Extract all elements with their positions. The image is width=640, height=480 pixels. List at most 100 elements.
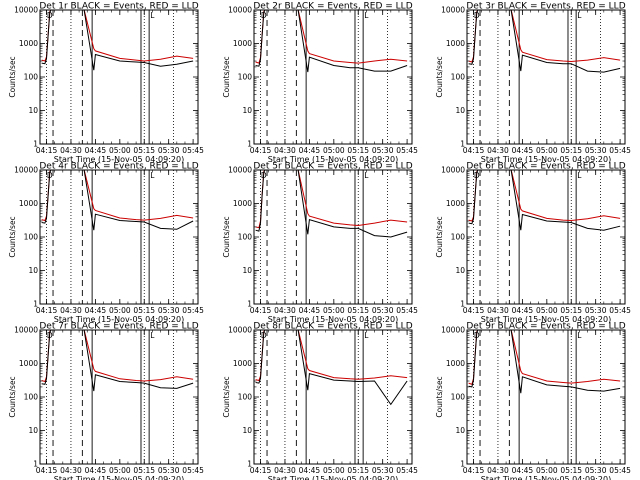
- panel-7r-ylabel: Counts/sec: [8, 376, 17, 417]
- panel-8r-xtick-label-2: 04:45: [299, 466, 321, 475]
- panel-8r-ytick-label-0: 1: [247, 460, 252, 469]
- panel-2r-marker-1: L: [364, 11, 369, 20]
- panel-2r-xtick-label-0: 04:15: [250, 146, 272, 155]
- panel-2r-title: Det 2r BLACK = Events, RED = LLD: [253, 2, 412, 12]
- panel-7r-xtick-label-3: 05:00: [109, 466, 131, 475]
- panel-3r-xtick-label-5: 05:30: [585, 146, 607, 155]
- panel-5r-xtick-label-5: 05:30: [372, 306, 394, 315]
- panel-6r-xtick-label-3: 05:00: [536, 306, 558, 315]
- panel-4r-title: Det 4r BLACK = Events, RED = LLD: [39, 162, 198, 172]
- panel-6r-xtick-label-1: 04:30: [487, 306, 509, 315]
- panel-4r-ytick-label-4: 10000: [14, 166, 38, 175]
- panel-4r-xtick-label-0: 04:15: [36, 306, 58, 315]
- panel-2r-ytick-label-3: 1000: [233, 39, 252, 48]
- panel-8r-ytick-label-3: 1000: [233, 359, 252, 368]
- panel-5r-ytick-label-2: 100: [238, 233, 253, 242]
- panel-9r-title: Det 9r BLACK = Events, RED = LLD: [466, 322, 625, 332]
- panel-3r-ytick-label-4: 10000: [441, 6, 465, 15]
- panel-6r-marker-1: L: [577, 171, 582, 180]
- panel-1r-ytick-label-0: 1: [33, 140, 38, 149]
- panel-3r-lld-line: [468, 10, 621, 63]
- panel-8r-ytick-label-4: 10000: [228, 326, 252, 335]
- panel-4r-events-line: [41, 170, 194, 231]
- panel-9r-plot-area: [468, 330, 621, 464]
- panel-5r-ytick-label-0: 1: [247, 300, 252, 309]
- panel-2r-xtick-label-1: 04:30: [274, 146, 296, 155]
- panel-1r-ytick-label-1: 10: [28, 106, 38, 115]
- panel-2r-events-line: [255, 10, 408, 73]
- panel-2r-plot-area: [255, 10, 408, 144]
- panel-4r-ytick-label-3: 1000: [19, 199, 38, 208]
- panel-4r-xtick-label-5: 05:30: [158, 306, 180, 315]
- panel-5r-plot-area: [255, 170, 408, 304]
- panel-5r-xtick-label-2: 04:45: [299, 306, 321, 315]
- panel-6r-frame: [466, 169, 626, 305]
- panel-4r-xtick-label-6: 05:45: [182, 306, 204, 315]
- panel-6r-xtick-label-5: 05:30: [585, 306, 607, 315]
- panel-2r-frame: [253, 9, 413, 145]
- panel-5r-ytick-label-1: 10: [242, 266, 252, 275]
- panel-4r-xtick-label-1: 04:30: [60, 306, 82, 315]
- panel-3r-ytick-label-3: 1000: [446, 39, 465, 48]
- panel-7r-ytick-label-2: 100: [24, 393, 39, 402]
- panel-4r-xtick-label-2: 04:45: [85, 306, 107, 315]
- panel-5r-xtick-label-1: 04:30: [274, 306, 296, 315]
- panel-2r-ytick-label-0: 1: [247, 140, 252, 149]
- panel-9r-ytick-label-2: 100: [451, 393, 466, 402]
- panel-9r-frame: [466, 329, 626, 465]
- panel-7r-marker-0: D: [47, 331, 53, 340]
- panel-7r-ytick-label-4: 10000: [14, 326, 38, 335]
- panel-8r-title: Det 8r BLACK = Events, RED = LLD: [253, 322, 412, 332]
- panel-2r-xlabel: Start Time (15-Nov-05 04:09:20): [268, 155, 398, 164]
- panel-2r-lld-line: [255, 10, 408, 64]
- panel-4r-frame: [39, 169, 199, 305]
- panel-4r-plot-area: [41, 170, 194, 304]
- panel-1r-marker-1: L: [150, 11, 155, 20]
- panel-6r-ytick-label-1: 10: [455, 266, 465, 275]
- panel-2r-marker-0: D: [261, 11, 267, 20]
- panel-1r-xtick-label-4: 05:15: [133, 146, 155, 155]
- panel-6r-xtick-label-2: 04:45: [512, 306, 534, 315]
- panel-1r-xtick-label-1: 04:30: [60, 146, 82, 155]
- panel-3r-xtick-label-1: 04:30: [487, 146, 509, 155]
- panel-3r-xlabel: Start Time (15-Nov-05 04:09:20): [481, 155, 611, 164]
- panel-9r-xtick-label-1: 04:30: [487, 466, 509, 475]
- panel-8r-ytick-label-2: 100: [238, 393, 253, 402]
- panel-6r-ylabel: Counts/sec: [435, 216, 444, 257]
- panel-7r-lld-line: [41, 330, 194, 383]
- panel-7r-xtick-label-0: 04:15: [36, 466, 58, 475]
- panel-9r-xtick-label-5: 05:30: [585, 466, 607, 475]
- panel-3r-ytick-label-0: 1: [460, 140, 465, 149]
- panel-8r-events-line: [255, 330, 408, 406]
- panel-4r-ytick-label-0: 1: [33, 300, 38, 309]
- panel-5r-lld-line: [255, 170, 408, 229]
- panel-5r-title: Det 5r BLACK = Events, RED = LLD: [253, 162, 412, 172]
- panel-9r-lld-line: [468, 330, 621, 385]
- panel-6r-ytick-label-3: 1000: [446, 199, 465, 208]
- panel-7r-events-line: [41, 330, 194, 392]
- panel-5r-xtick-label-0: 04:15: [250, 306, 272, 315]
- panel-7r-xtick-label-1: 04:30: [60, 466, 82, 475]
- panel-9r-ytick-label-3: 1000: [446, 359, 465, 368]
- panel-7r-xlabel: Start Time (15-Nov-05 04:09:20): [54, 475, 184, 480]
- panel-7r-xtick-label-6: 05:45: [182, 466, 204, 475]
- panel-6r-xlabel: Start Time (15-Nov-05 04:09:20): [481, 315, 611, 324]
- panel-1r-events-line: [41, 10, 194, 71]
- panel-5r-events-line: [255, 170, 408, 238]
- panel-3r-xtick-label-2: 04:45: [512, 146, 534, 155]
- panel-9r-xtick-label-3: 05:00: [536, 466, 558, 475]
- panel-4r-xtick-label-4: 05:15: [133, 306, 155, 315]
- panel-2r-xtick-label-2: 04:45: [299, 146, 321, 155]
- panel-9r-xtick-label-2: 04:45: [512, 466, 534, 475]
- panel-4r-xlabel: Start Time (15-Nov-05 04:09:20): [54, 315, 184, 324]
- panel-4r-marker-0: D: [47, 171, 53, 180]
- panel-5r-marker-1: L: [364, 171, 369, 180]
- panel-8r-xlabel: Start Time (15-Nov-05 04:09:20): [268, 475, 398, 480]
- panel-9r-ytick-label-1: 10: [455, 426, 465, 435]
- panel-5r-xlabel: Start Time (15-Nov-05 04:09:20): [268, 315, 398, 324]
- panel-9r-ytick-label-0: 1: [460, 460, 465, 469]
- panel-4r-lld-line: [41, 170, 194, 222]
